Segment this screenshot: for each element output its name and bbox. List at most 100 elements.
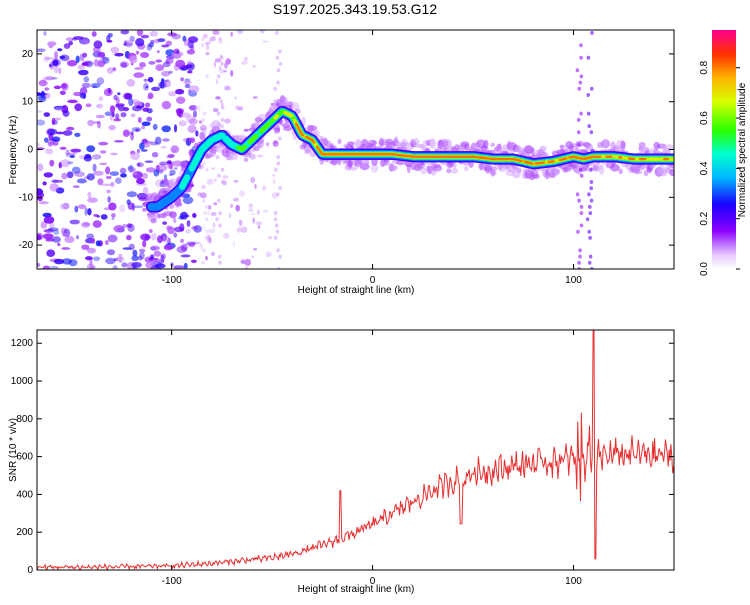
noise-blob: [258, 225, 260, 229]
noise-blob: [45, 76, 54, 80]
streak-blob: [220, 124, 224, 128]
noise-blob: [273, 179, 275, 184]
noise-blob: [145, 103, 150, 108]
streak-blob: [577, 199, 581, 203]
noise-blob: [116, 103, 125, 106]
streak-blob: [276, 230, 280, 234]
noise-blob: [101, 184, 111, 187]
streak-blob: [220, 62, 224, 66]
noise-blob: [105, 240, 109, 245]
noise-blob: [106, 190, 111, 194]
streak-blob: [201, 37, 205, 41]
ridge-halo: [452, 168, 459, 174]
ridge-halo: [599, 165, 604, 175]
noise-blob: [141, 35, 149, 39]
noise-blob: [253, 96, 258, 99]
noise-blob: [63, 110, 70, 117]
noise-blob: [148, 61, 155, 65]
streak-blob: [577, 130, 581, 134]
noise-blob: [67, 60, 77, 66]
ridge-halo: [560, 145, 565, 149]
noise-blob: [89, 258, 92, 266]
noise-blob: [189, 118, 198, 125]
streak-blob: [589, 255, 593, 259]
noise-blob: [205, 42, 210, 46]
noise-blob: [54, 66, 59, 74]
colorbar-gradient: [712, 30, 736, 269]
ridge-segment: [275, 116, 277, 118]
noise-blob: [61, 83, 67, 88]
streak-blob: [273, 87, 277, 91]
noise-blob: [104, 88, 113, 96]
colorbar-tick-label: 0.0: [699, 262, 710, 276]
noise-blob: [44, 172, 53, 177]
noise-blob: [96, 115, 105, 119]
noise-blob: [257, 210, 260, 216]
noise-blob: [94, 40, 103, 48]
noise-blob: [237, 27, 243, 34]
streak-blob: [278, 137, 282, 141]
noise-blob: [141, 125, 145, 129]
streak-blob: [218, 261, 222, 265]
noise-blob: [133, 72, 144, 78]
ridge-halo: [337, 159, 341, 165]
noise-blob: [162, 101, 171, 109]
noise-blob: [224, 118, 231, 123]
noise-blob: [188, 41, 194, 49]
noise-blob: [201, 185, 206, 189]
noise-blob: [211, 36, 216, 41]
noise-blob: [223, 233, 230, 239]
noise-blob: [81, 222, 90, 228]
y-tick-label: 200: [16, 527, 33, 538]
noise-blob: [92, 154, 101, 160]
noise-blob: [74, 171, 85, 177]
noise-blob: [191, 260, 197, 263]
streak-blob: [201, 124, 205, 128]
noise-blob: [96, 104, 103, 109]
noise-blob: [180, 212, 188, 220]
streak-blob: [580, 224, 584, 228]
noise-blob: [179, 120, 187, 126]
noise-blob: [145, 160, 154, 163]
noise-blob: [132, 266, 137, 270]
noise-blob: [67, 100, 78, 104]
snr-ylabel: SNR (10 * v/v): [8, 418, 19, 482]
noise-blob: [148, 93, 154, 100]
streak-blob: [278, 186, 282, 190]
streak-blob: [589, 211, 593, 215]
noise-blob: [107, 249, 115, 255]
noise-blob: [151, 266, 160, 271]
streak-blob: [578, 255, 582, 259]
ridge-halo: [347, 141, 355, 145]
noise-blob: [138, 117, 142, 123]
noise-blob: [113, 95, 117, 101]
streak-blob: [279, 62, 283, 66]
noise-blob: [143, 108, 150, 112]
noise-blob: [136, 178, 145, 184]
noise-blob: [136, 106, 141, 109]
noise-blob: [253, 248, 257, 250]
noise-blob: [113, 225, 124, 232]
spectrogram-xlabel: Height of straight line (km): [298, 285, 415, 296]
noise-blob: [42, 181, 46, 185]
noise-blob: [266, 142, 269, 146]
streak-blob: [278, 255, 282, 259]
noise-blob: [161, 80, 169, 82]
x-tick-label: -100: [162, 275, 182, 286]
noise-blob: [127, 224, 134, 232]
streak-blob: [577, 143, 581, 147]
noise-blob: [54, 259, 64, 265]
streak-blob: [201, 43, 205, 47]
noise-blob: [232, 241, 235, 247]
noise-blob: [172, 161, 183, 167]
noise-blob: [110, 105, 115, 113]
noise-blob: [54, 51, 58, 59]
streak-blob: [590, 199, 594, 203]
noise-blob: [135, 38, 144, 46]
noise-blob: [176, 97, 185, 104]
noise-blob: [80, 93, 87, 99]
noise-blob: [183, 81, 192, 84]
noise-blob: [129, 165, 134, 173]
